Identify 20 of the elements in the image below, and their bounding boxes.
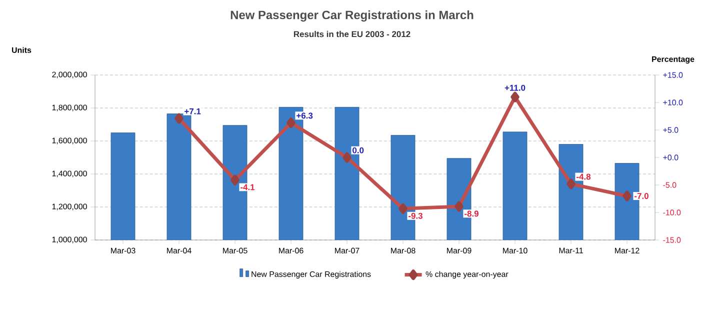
data-label: -8.9 bbox=[464, 210, 478, 217]
chart-subtitle: Results in the EU 2003 - 2012 bbox=[294, 30, 410, 38]
data-label: -9.3 bbox=[408, 212, 422, 219]
data-label: -4.8 bbox=[576, 174, 591, 180]
point bbox=[174, 113, 184, 124]
data-label: +6.3 bbox=[296, 112, 313, 119]
data-label: -4.1 bbox=[240, 184, 255, 190]
data-label: +11.0 bbox=[504, 84, 526, 91]
point bbox=[566, 178, 576, 190]
data-label: -7.0 bbox=[634, 193, 648, 199]
point bbox=[230, 174, 240, 186]
point bbox=[510, 92, 520, 102]
data-label: +7.1 bbox=[184, 108, 201, 114]
data-label: 0.0 bbox=[352, 147, 364, 154]
point bbox=[398, 203, 408, 214]
point bbox=[454, 201, 464, 212]
chart-title: New Passenger Car Registrations in March bbox=[230, 10, 474, 22]
point bbox=[286, 118, 296, 128]
point bbox=[622, 190, 632, 202]
point bbox=[342, 152, 352, 163]
